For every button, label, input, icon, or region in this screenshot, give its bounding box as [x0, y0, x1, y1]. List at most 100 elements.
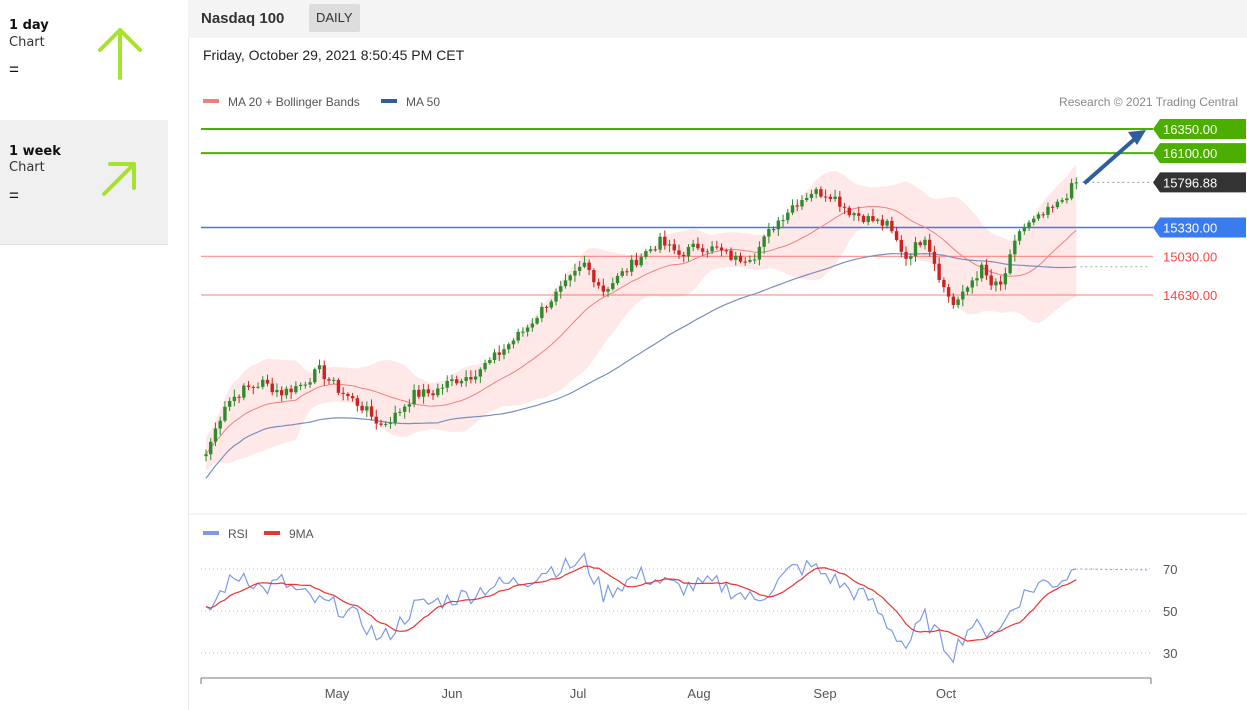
candle: [209, 438, 213, 461]
candle: [393, 405, 397, 426]
candle: [1022, 223, 1026, 235]
candle: [483, 359, 487, 373]
legend-9ma-swatch: [264, 531, 280, 535]
legend-ma20-swatch: [203, 99, 219, 103]
candle: [838, 191, 842, 212]
candle: [719, 243, 724, 257]
candle: [762, 234, 766, 254]
timeframe-card-1week[interactable]: 1 week Chart =: [0, 120, 168, 244]
candle: [492, 348, 497, 364]
candle: [923, 236, 927, 250]
candle: [634, 252, 639, 268]
candle: [516, 328, 520, 344]
legend-9ma-label: 9MA: [289, 527, 314, 541]
candle: [488, 357, 492, 365]
level-label-box: [1153, 119, 1246, 139]
candle: [265, 374, 270, 387]
candle: [279, 386, 284, 402]
timeframe-status: =: [9, 186, 19, 205]
candle: [823, 189, 828, 202]
candle: [559, 280, 563, 299]
candle: [1065, 193, 1069, 204]
timeframe-card-1day[interactable]: 1 day Chart =: [0, 0, 168, 120]
month-label: May: [325, 686, 350, 701]
candle: [767, 223, 771, 244]
candle: [951, 293, 956, 309]
rsi-level-label: 70: [1163, 562, 1177, 577]
candle: [445, 375, 449, 393]
candle: [644, 248, 648, 260]
candle: [965, 286, 970, 295]
candle: [568, 274, 572, 287]
candle: [984, 259, 989, 281]
candle: [639, 253, 643, 268]
chart-date: Friday, October 29, 2021 8:50:45 PM CET: [203, 47, 465, 63]
candle: [232, 389, 237, 407]
candle: [795, 199, 799, 212]
candle: [630, 255, 634, 277]
candle: [909, 253, 913, 266]
candle: [771, 226, 776, 233]
candle: [596, 278, 601, 289]
candle: [563, 273, 568, 289]
candle: [497, 345, 501, 361]
legend-rsi-swatch: [203, 531, 219, 535]
timeframe-subtitle: Chart: [9, 160, 45, 175]
candle: [374, 409, 378, 430]
candle: [421, 383, 426, 404]
candle: [478, 367, 483, 384]
candle: [980, 262, 984, 282]
candle: [682, 251, 686, 263]
rsi-level-label: 30: [1163, 646, 1177, 661]
candle: [525, 324, 530, 337]
chart-header: Nasdaq 100 DAILY: [188, 0, 1247, 38]
candle: [346, 392, 350, 401]
candle: [1008, 249, 1012, 275]
candle: [384, 421, 388, 428]
candle: [918, 240, 922, 248]
candle: [289, 384, 293, 399]
level-label-box: [1153, 217, 1246, 238]
candle: [1041, 211, 1045, 218]
candle: [885, 218, 889, 229]
candle: [412, 384, 416, 408]
candle: [961, 284, 965, 307]
candle: [691, 239, 695, 252]
month-label: Jul: [570, 686, 587, 701]
timeframe-status: =: [9, 60, 19, 79]
candle: [819, 186, 823, 199]
rsi-line: [205, 552, 1077, 664]
level-label-support: 14630.00: [1163, 288, 1217, 303]
level-value: 15330.00: [1163, 220, 1217, 235]
candle: [473, 370, 478, 384]
candle: [866, 213, 870, 226]
period-badge[interactable]: DAILY: [309, 4, 360, 32]
level-value: 15030.00: [1163, 249, 1217, 264]
bollinger-band-area: [206, 165, 1077, 472]
level-value: 16100.00: [1163, 146, 1217, 161]
candle: [454, 375, 459, 386]
candle: [913, 236, 918, 262]
candle: [294, 381, 298, 395]
level-label-current: 15796.88: [1153, 172, 1246, 193]
candle: [729, 247, 733, 262]
candle: [894, 226, 899, 242]
candle: [317, 359, 322, 374]
candle: [313, 367, 317, 385]
candle: [431, 389, 435, 400]
candle: [1003, 267, 1008, 290]
candle: [989, 269, 993, 291]
candle: [459, 378, 464, 387]
candle: [942, 277, 946, 293]
candle: [592, 268, 596, 288]
candle: [554, 288, 558, 306]
candle: [937, 257, 941, 283]
candle: [734, 251, 738, 266]
candle: [521, 327, 525, 337]
candle: [398, 408, 402, 417]
candle: [752, 253, 757, 265]
candle: [242, 383, 246, 401]
month-label: Aug: [687, 686, 710, 701]
candle: [606, 286, 610, 298]
